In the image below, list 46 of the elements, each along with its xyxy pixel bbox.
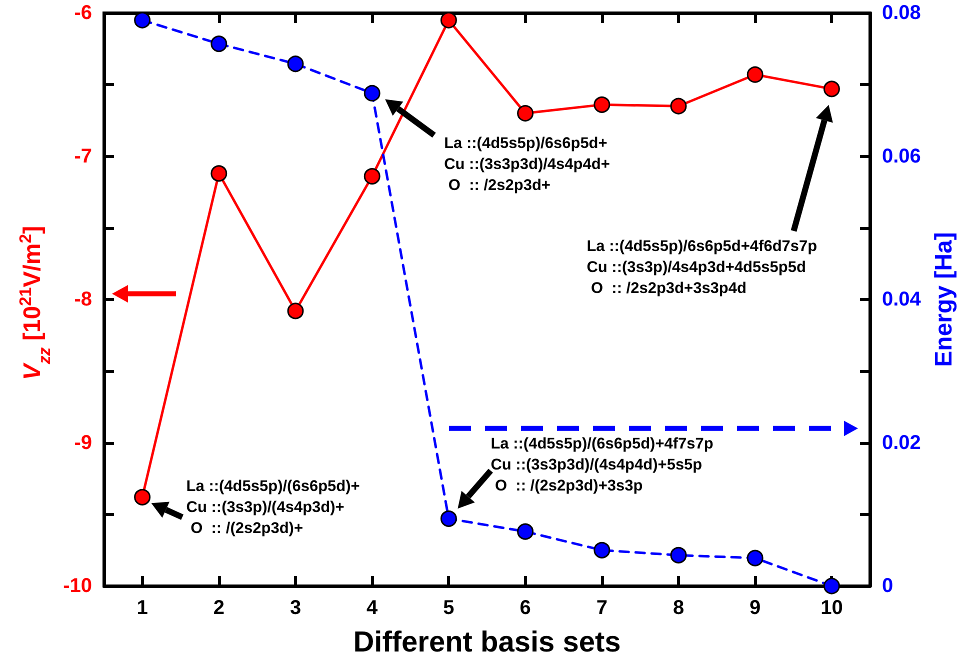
point bbox=[210, 165, 228, 182]
x-tick-label: 7 bbox=[596, 597, 608, 619]
x-tick-label: 4 bbox=[366, 597, 379, 619]
y2-tick-label: 0.02 bbox=[882, 432, 921, 454]
point bbox=[670, 98, 687, 114]
x-tick-label: 5 bbox=[443, 597, 454, 619]
point bbox=[134, 488, 151, 506]
point bbox=[364, 84, 380, 102]
x-tick-label: 8 bbox=[672, 597, 684, 619]
y2-tick-label: 0 bbox=[882, 575, 894, 597]
point bbox=[440, 12, 457, 28]
y-tick-label: -7 bbox=[74, 145, 92, 168]
point bbox=[746, 66, 764, 83]
x-tick-label: 9 bbox=[750, 597, 761, 619]
point bbox=[134, 12, 151, 28]
x-tick-label: 3 bbox=[290, 597, 302, 619]
y-tick-label: -6 bbox=[74, 2, 92, 24]
y-tick-label: -10 bbox=[63, 575, 92, 597]
point bbox=[517, 105, 534, 122]
y-tick-label: -8 bbox=[74, 288, 92, 310]
annotation: La ::(4d5s5p)/6s6p5d+4f6d7s7p Cu ::(3s3p)/4s4p3d+4d5s5p5d O :: /2s2p3d+3s3p4d bbox=[586, 238, 818, 297]
point bbox=[440, 510, 457, 527]
annotation: La ::(4d5s5p)/(6s6p5d)+4f7s7p Cu ::(3s3p3d)/(4s4p4d)+5s5p O :: /(2s2p3d)+3s3p bbox=[490, 436, 714, 495]
annotation: La ::(4d5s5p)/(6s6p5d)+ Cu ::(3s3p)/(4s4p3d)+ O :: /(2s2p3d)+ bbox=[186, 478, 360, 538]
y2-tick-label: 0.04 bbox=[882, 288, 922, 310]
point bbox=[364, 168, 380, 185]
x-tick-label: 6 bbox=[520, 597, 531, 619]
y2-axis-title: Energy [Ha] bbox=[930, 232, 958, 367]
y2-tick-label: 0.06 bbox=[882, 145, 921, 168]
y2-tick-label: 0.08 bbox=[882, 2, 921, 24]
point bbox=[594, 96, 610, 113]
point bbox=[287, 302, 304, 320]
point bbox=[670, 546, 687, 564]
x-tick-label: 10 bbox=[820, 597, 843, 619]
x-axis-title: Different basis sets bbox=[353, 626, 621, 658]
point bbox=[823, 80, 840, 98]
y-tick-label: -9 bbox=[74, 432, 92, 454]
annotation: La ::(4d5s5p)/6s6p5d+ Cu ::(3s3p3d)/4s4p4d+ O :: /2s2p3d+ bbox=[444, 135, 610, 194]
point bbox=[287, 56, 304, 72]
point bbox=[823, 578, 840, 594]
x-tick-label: 1 bbox=[136, 597, 148, 619]
point bbox=[594, 542, 610, 558]
x-tick-label: 2 bbox=[213, 597, 224, 619]
point bbox=[210, 36, 228, 52]
point bbox=[517, 523, 534, 540]
point bbox=[746, 550, 764, 566]
